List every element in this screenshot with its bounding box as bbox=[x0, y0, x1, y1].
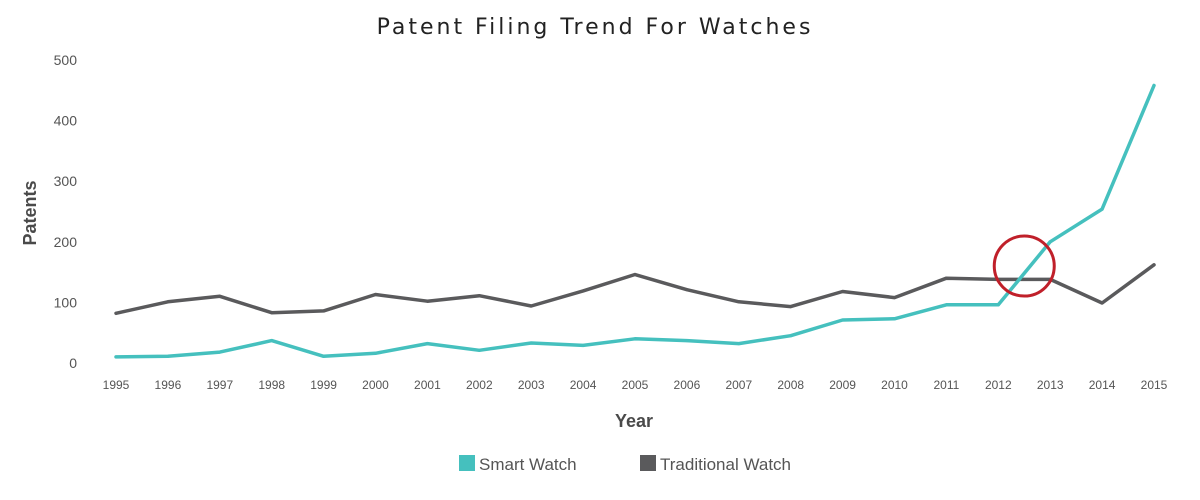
y-tick-label: 500 bbox=[54, 52, 78, 68]
data-point bbox=[893, 317, 896, 321]
data-point bbox=[425, 342, 429, 346]
data-point bbox=[322, 354, 326, 358]
data-point bbox=[841, 318, 845, 322]
x-tick-label: 1998 bbox=[258, 378, 285, 392]
data-point bbox=[425, 299, 429, 303]
y-tick-label: 300 bbox=[54, 173, 78, 189]
data-point bbox=[1048, 240, 1052, 244]
data-point bbox=[581, 343, 585, 347]
data-point bbox=[1100, 207, 1104, 211]
x-tick-label: 2001 bbox=[414, 378, 441, 392]
data-point bbox=[996, 303, 1000, 307]
data-point bbox=[166, 300, 170, 304]
x-tick-label: 2006 bbox=[674, 378, 701, 392]
data-point bbox=[114, 311, 118, 315]
data-point bbox=[685, 288, 689, 292]
data-point bbox=[944, 303, 948, 307]
x-tick-label: 1996 bbox=[155, 378, 182, 392]
data-point bbox=[322, 309, 326, 313]
data-point bbox=[114, 355, 118, 359]
data-point bbox=[1152, 263, 1156, 267]
annotation-layer bbox=[992, 234, 1056, 298]
data-point bbox=[270, 339, 274, 343]
y-tick-label: 400 bbox=[54, 113, 78, 129]
data-point bbox=[737, 342, 741, 346]
x-axis-ticks: 1995 1996 1997 1998 1999 2000 2001 2002 2003 2004… bbox=[103, 378, 1168, 392]
x-tick-label: 2015 bbox=[1141, 378, 1168, 392]
x-tick-label: 1997 bbox=[206, 378, 233, 392]
y-axis-ticks: 0 100 200 300 400 500 bbox=[54, 52, 78, 371]
legend: Smart Watch Traditional Watch bbox=[459, 455, 791, 474]
data-point bbox=[270, 311, 274, 315]
data-point bbox=[841, 289, 845, 293]
data-point bbox=[218, 294, 222, 298]
x-tick-label: 2010 bbox=[881, 378, 908, 392]
x-tick-label: 2008 bbox=[777, 378, 804, 392]
x-tick-label: 2004 bbox=[570, 378, 597, 392]
series-layer bbox=[114, 83, 1156, 359]
data-point bbox=[529, 304, 533, 308]
series-line-smart-watch bbox=[114, 83, 1156, 359]
highlight-circle bbox=[992, 234, 1056, 298]
data-point bbox=[789, 334, 793, 338]
x-tick-label: 2012 bbox=[985, 378, 1012, 392]
y-tick-label: 100 bbox=[54, 294, 78, 310]
y-tick-label: 0 bbox=[69, 355, 77, 371]
x-tick-label: 2005 bbox=[622, 378, 649, 392]
data-point bbox=[1100, 301, 1104, 305]
x-tick-label: 2003 bbox=[518, 378, 545, 392]
data-point bbox=[633, 337, 637, 341]
data-point bbox=[944, 276, 948, 280]
data-point bbox=[374, 293, 377, 297]
x-tick-label: 2011 bbox=[933, 378, 959, 392]
legend-label: Smart Watch bbox=[479, 455, 577, 474]
data-point bbox=[737, 300, 741, 304]
data-point bbox=[374, 351, 377, 355]
y-tick-label: 200 bbox=[54, 234, 78, 250]
data-point bbox=[789, 305, 793, 309]
data-point bbox=[1152, 83, 1156, 87]
data-point bbox=[685, 339, 689, 343]
y-axis-label: Patents bbox=[20, 180, 40, 245]
x-tick-label: 1999 bbox=[310, 378, 337, 392]
data-point bbox=[166, 354, 170, 358]
x-tick-label: 2013 bbox=[1037, 378, 1064, 392]
data-point bbox=[893, 296, 896, 300]
data-point bbox=[633, 273, 637, 277]
x-tick-label: 2007 bbox=[725, 378, 752, 392]
x-tick-label: 2002 bbox=[466, 378, 493, 392]
legend-label: Traditional Watch bbox=[660, 455, 791, 474]
chart-title: Patent Filing Trend For Watches bbox=[377, 15, 814, 40]
legend-swatch bbox=[640, 455, 656, 471]
x-tick-label: 2014 bbox=[1089, 378, 1116, 392]
legend-swatch bbox=[459, 455, 475, 471]
x-tick-label: 2000 bbox=[362, 378, 389, 392]
data-point bbox=[218, 350, 222, 354]
x-axis-label: Year bbox=[615, 411, 653, 431]
data-point bbox=[477, 294, 481, 298]
data-point bbox=[529, 341, 533, 345]
x-tick-label: 1995 bbox=[103, 378, 130, 392]
data-point bbox=[477, 348, 481, 352]
data-point bbox=[581, 289, 585, 293]
x-tick-label: 2009 bbox=[829, 378, 856, 392]
